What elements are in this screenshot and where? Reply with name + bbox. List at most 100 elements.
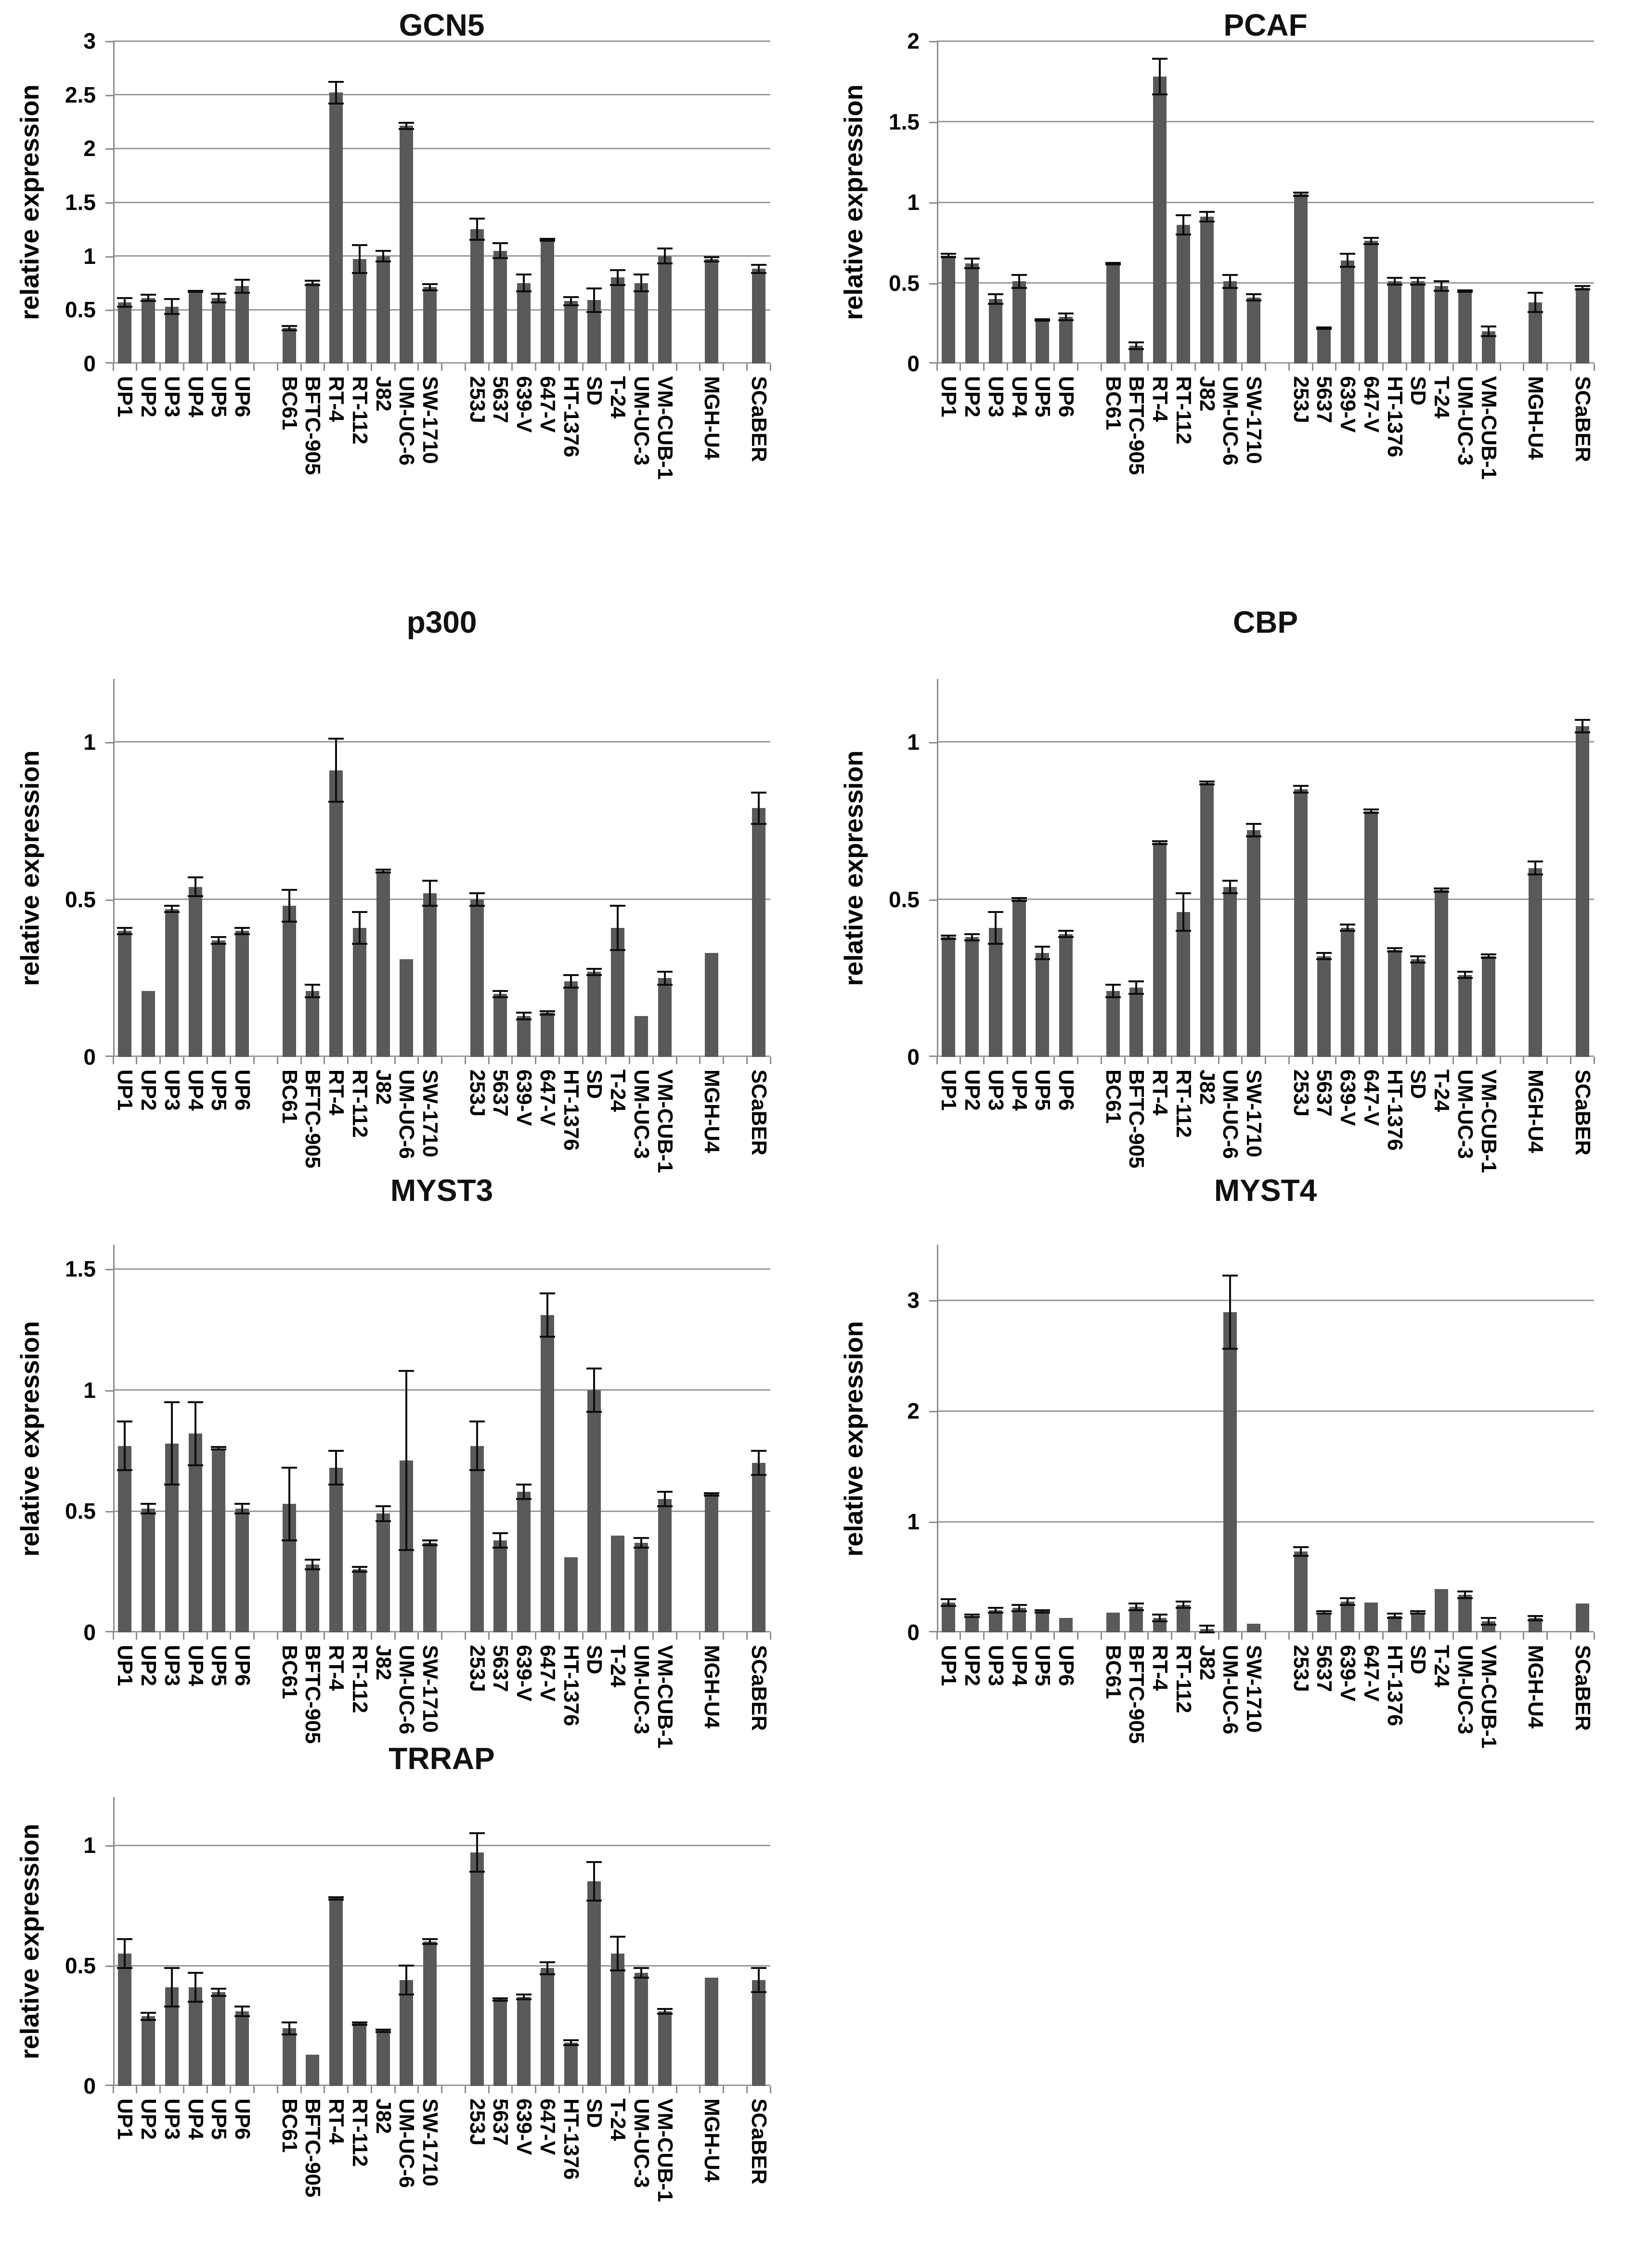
y-tick-label: 3 xyxy=(907,1288,920,1313)
x-axis-tick xyxy=(182,2086,184,2093)
x-tick-label: RT-112 xyxy=(1171,1645,1195,1713)
x-axis-tick xyxy=(394,1632,396,1640)
y-axis-line xyxy=(937,41,938,364)
x-axis-tick xyxy=(1030,1632,1032,1640)
bar-647-V xyxy=(540,1315,554,1632)
bar-253J xyxy=(470,1852,484,2086)
y-tick-label: 1.5 xyxy=(889,109,920,134)
error-bar xyxy=(593,968,596,975)
x-axis-tick xyxy=(936,364,938,371)
error-bar xyxy=(1182,215,1184,235)
gridline xyxy=(113,1510,770,1512)
x-tick-label: UP2 xyxy=(137,2099,161,2140)
gridline xyxy=(937,741,1594,743)
error-bar-cap-bottom xyxy=(328,1484,344,1486)
bar-HT-1376 xyxy=(564,2043,578,2086)
error-bar xyxy=(1347,925,1349,931)
bar-5637 xyxy=(1317,956,1331,1057)
error-bar-cap-bottom xyxy=(305,284,321,286)
error-bar xyxy=(1135,1603,1138,1610)
error-bar-cap-bottom xyxy=(1222,287,1238,289)
x-tick-label: HT-1376 xyxy=(1383,1645,1407,1726)
error-bar-cap-bottom xyxy=(1457,977,1473,979)
bar-253J xyxy=(1294,789,1308,1057)
error-bar-cap-bottom xyxy=(1152,1620,1168,1622)
x-tick-label: UM-UC-3 xyxy=(629,376,653,466)
x-tick-label: 5637 xyxy=(489,2099,513,2146)
bar-UP3 xyxy=(988,1610,1002,1632)
x-axis-tick xyxy=(1311,364,1313,371)
error-bar-cap-top xyxy=(610,905,626,907)
x-axis-tick xyxy=(1311,1632,1313,1640)
y-tick-label: 1.5 xyxy=(65,190,96,215)
error-bar-cap-top xyxy=(281,325,297,327)
error-bar xyxy=(1440,281,1443,291)
error-bar-cap-top xyxy=(657,248,673,250)
error-bar-cap-top xyxy=(164,1967,180,1969)
x-axis-tick xyxy=(1523,1057,1525,1064)
x-axis-tick xyxy=(324,1057,325,1064)
x-axis-tick xyxy=(253,364,255,371)
error-bar-cap-top xyxy=(469,1832,485,1834)
error-bar xyxy=(593,1368,596,1412)
x-axis-tick xyxy=(558,1057,560,1064)
y-axis-tick xyxy=(929,1522,937,1523)
error-bar-cap-bottom xyxy=(1434,290,1450,292)
x-tick-label: SCaBER xyxy=(747,376,771,462)
bar-SD xyxy=(1411,1612,1425,1632)
error-bar xyxy=(335,1450,337,1485)
error-bar-cap-bottom xyxy=(751,1473,766,1476)
y-axis-tick xyxy=(929,1631,937,1632)
x-axis-tick xyxy=(1124,1632,1126,1640)
error-bar-cap-top xyxy=(1152,1614,1168,1616)
x-axis-line xyxy=(937,1631,1594,1632)
error-bar-cap-bottom xyxy=(1035,1611,1050,1614)
x-tick-label: RT-4 xyxy=(1148,1645,1172,1691)
y-tick-label: 1 xyxy=(83,729,96,755)
error-bar-cap-top xyxy=(751,263,766,266)
x-tick-label: 647-V xyxy=(535,376,559,433)
error-bar-cap-bottom xyxy=(328,801,344,803)
gridline xyxy=(113,741,770,743)
error-bar-cap-top xyxy=(1199,780,1215,782)
error-bar-cap-top xyxy=(422,879,438,882)
error-bar-cap-top xyxy=(539,1010,555,1013)
error-bar-cap-top xyxy=(1457,289,1473,291)
error-bar xyxy=(1253,823,1255,837)
error-bar-cap-bottom xyxy=(1316,958,1332,961)
x-axis-tick xyxy=(206,1057,208,1064)
error-bar-cap-bottom xyxy=(1387,283,1402,286)
x-tick-label: UP2 xyxy=(137,376,161,417)
x-tick-label: BFTC-905 xyxy=(301,1069,325,1169)
x-tick-label: 639-V xyxy=(1336,1069,1360,1126)
bar-UP1 xyxy=(118,1446,132,1632)
bar-UP1 xyxy=(942,1602,956,1632)
error-bar xyxy=(1487,954,1490,958)
error-bar-cap-bottom xyxy=(1011,287,1027,289)
x-tick-label: 253J xyxy=(1289,376,1313,423)
bar-UP5 xyxy=(212,1448,226,1632)
error-bar-cap-top xyxy=(351,244,367,247)
x-tick-label: UP2 xyxy=(960,1645,985,1686)
bar-639-V xyxy=(517,283,531,364)
error-bar-cap-bottom xyxy=(234,2015,250,2017)
bar-SD xyxy=(1411,959,1425,1057)
error-bar-cap-top xyxy=(704,1492,720,1494)
bar-UM-UC-3 xyxy=(1458,291,1472,364)
y-tick-label: 1 xyxy=(907,1509,920,1534)
bar-J82 xyxy=(376,2031,390,2086)
x-tick-label: UP1 xyxy=(113,1645,137,1686)
x-tick-label: UP1 xyxy=(113,1069,137,1111)
error-bar xyxy=(1487,326,1490,337)
x-axis-tick xyxy=(675,364,677,371)
error-bar-cap-top xyxy=(516,273,532,275)
error-bar xyxy=(288,1467,290,1540)
error-bar xyxy=(358,245,361,274)
bar-BFTC-905 xyxy=(306,2055,320,2086)
error-bar xyxy=(757,1450,760,1475)
error-bar xyxy=(194,1402,196,1465)
bar-SD xyxy=(1411,281,1425,364)
gridline xyxy=(113,40,770,42)
error-bar xyxy=(382,869,384,873)
x-tick-label: RT-112 xyxy=(348,1069,372,1138)
